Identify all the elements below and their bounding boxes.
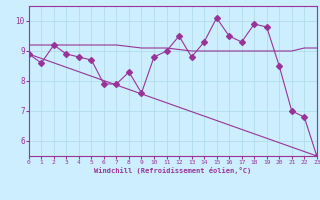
X-axis label: Windchill (Refroidissement éolien,°C): Windchill (Refroidissement éolien,°C) [94, 167, 252, 174]
